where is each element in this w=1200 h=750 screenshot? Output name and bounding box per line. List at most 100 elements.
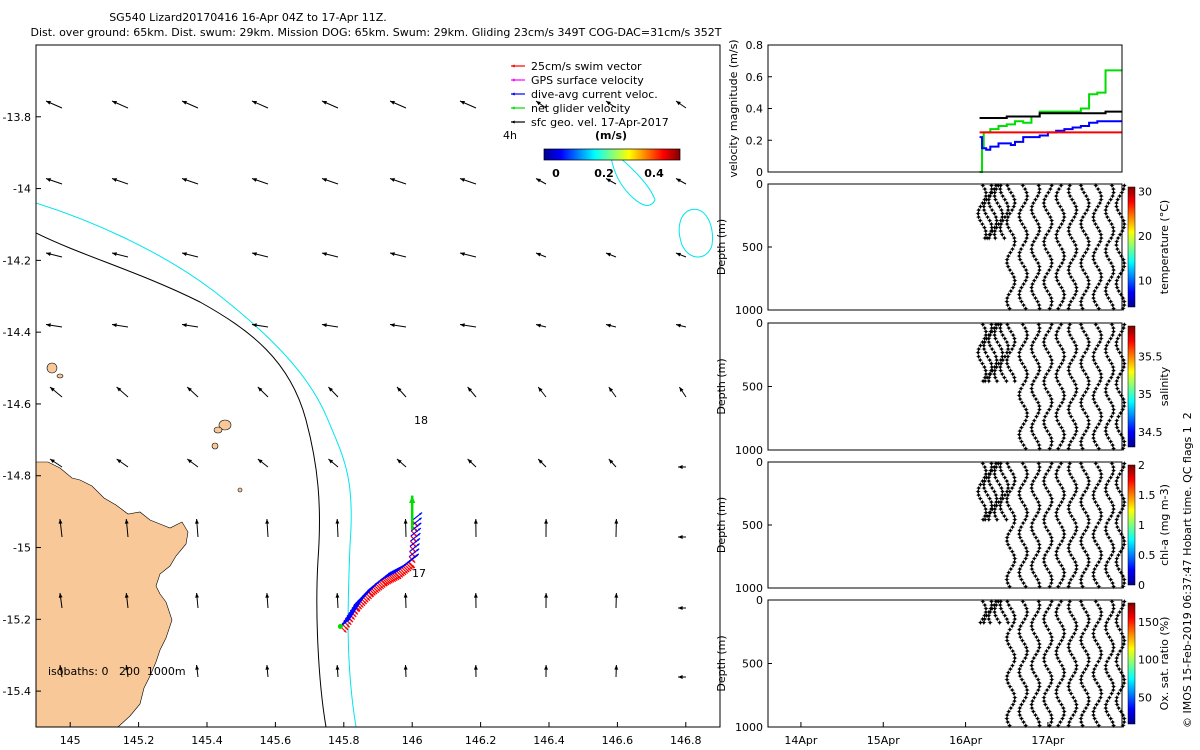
data-point: ✦ <box>1058 498 1065 507</box>
data-point: ✦ <box>1109 470 1116 479</box>
data-point: ✦ <box>1097 547 1104 556</box>
data-point: ✦ <box>1053 551 1060 560</box>
data-point: ✦ <box>1071 391 1078 400</box>
data-point: ✦ <box>1091 388 1098 397</box>
data-point: ✦ <box>977 356 984 365</box>
data-point: ✦ <box>1033 672 1040 681</box>
data-point: ✦ <box>1057 540 1064 549</box>
data-point: ✦ <box>1106 255 1113 264</box>
data-point: ✦ <box>1035 547 1042 556</box>
data-point: ✦ <box>993 463 1000 472</box>
data-point: ✦ <box>993 495 1000 504</box>
current-arrow <box>409 537 421 547</box>
data-point: ✦ <box>1059 345 1066 354</box>
current-arrow-head <box>417 528 421 531</box>
data-point: ✦ <box>1097 269 1104 278</box>
data-point: ✦ <box>1098 509 1105 518</box>
data-point: ✦ <box>1011 234 1018 243</box>
data-point: ✦ <box>1120 356 1127 365</box>
data-point: ✦ <box>1005 629 1012 638</box>
data-point: ✦ <box>1093 523 1100 532</box>
data-point: ✦ <box>994 199 1001 208</box>
data-point: ✦ <box>1108 220 1115 229</box>
data-point: ✦ <box>1007 505 1014 514</box>
data-point: ✦ <box>987 231 994 240</box>
data-point: ✦ <box>1004 199 1011 208</box>
data-point: ✦ <box>1044 547 1051 556</box>
map-xtick-label: 145.8 <box>328 734 360 747</box>
data-point: ✦ <box>1022 654 1029 663</box>
data-point: ✦ <box>999 491 1006 500</box>
data-point: ✦ <box>975 352 982 361</box>
data-point: ✦ <box>1103 209 1110 218</box>
data-point: ✦ <box>1059 661 1066 670</box>
geo-arrow-head <box>195 665 200 670</box>
geo-arrow <box>328 386 339 398</box>
data-point: ✦ <box>1057 262 1064 271</box>
data-point: ✦ <box>1069 495 1076 504</box>
data-point: ✦ <box>1110 679 1117 688</box>
data-point: ✦ <box>1036 402 1043 411</box>
data-point: ✦ <box>1019 480 1026 489</box>
velocity-series-1 <box>979 110 1122 120</box>
figure-title-line2: Dist. over ground: 65km. Dist. swum: 29k… <box>31 26 722 39</box>
isobath-1000m-line <box>36 232 327 727</box>
data-point: ✦ <box>1022 583 1029 592</box>
swim-arrow-head <box>409 566 413 570</box>
data-point: ✦ <box>1110 262 1117 271</box>
data-point: ✦ <box>1073 704 1080 713</box>
data-point: ✦ <box>1021 363 1028 372</box>
data-point: ✦ <box>1071 615 1078 624</box>
data-point: ✦ <box>1114 345 1121 354</box>
data-point: ✦ <box>1078 217 1085 226</box>
data-point: ✦ <box>1012 516 1019 525</box>
map-ytick-label: -15.2 <box>3 613 31 626</box>
data-point: ✦ <box>1005 708 1012 717</box>
data-point: ✦ <box>1079 294 1086 303</box>
data-point: ✦ <box>1008 327 1015 336</box>
geo-arrow-head <box>124 519 129 524</box>
data-point: ✦ <box>1097 693 1104 702</box>
data-point: ✦ <box>1091 209 1098 218</box>
data-point: ✦ <box>1024 547 1031 556</box>
data-point: ✦ <box>997 320 1004 329</box>
data-point: ✦ <box>1023 188 1030 197</box>
data-point: ✦ <box>1073 661 1080 670</box>
geo-arrow-head <box>46 178 51 182</box>
swim-arrow <box>392 573 400 581</box>
data-point: ✦ <box>1049 676 1056 685</box>
data-point: ✦ <box>1067 359 1074 368</box>
data-point: ✦ <box>1059 399 1066 408</box>
geo-arrow-head <box>390 323 395 328</box>
data-point: ✦ <box>983 608 990 617</box>
data-point: ✦ <box>1067 399 1074 408</box>
data-point: ✦ <box>1105 199 1112 208</box>
geo-arrow-head <box>606 101 611 106</box>
data-point: ✦ <box>1066 320 1073 329</box>
data-point: ✦ <box>1048 633 1055 642</box>
data-point: ✦ <box>984 512 991 521</box>
data-point: ✦ <box>1053 651 1060 660</box>
data-point: ✦ <box>1035 537 1042 546</box>
data-point: ✦ <box>1085 377 1092 386</box>
data-point: ✦ <box>1056 463 1063 472</box>
data-point: ✦ <box>1066 181 1073 190</box>
data-point: ✦ <box>1114 245 1121 254</box>
data-point: ✦ <box>1049 259 1056 268</box>
data-point: ✦ <box>1096 366 1103 375</box>
data-point: ✦ <box>1070 416 1077 425</box>
geo-arrow-head <box>614 593 619 598</box>
legend-label-3: net glider velocity <box>531 102 631 115</box>
data-point: ✦ <box>1019 498 1026 507</box>
data-point: ✦ <box>1090 711 1097 720</box>
data-point: ✦ <box>1120 324 1127 333</box>
geo-arrow <box>389 252 407 258</box>
geo-arrow-head <box>403 665 408 670</box>
data-point: ✦ <box>1020 597 1027 606</box>
data-point: ✦ <box>1006 601 1013 610</box>
data-point: ✦ <box>1073 245 1080 254</box>
data-point: ✦ <box>1004 498 1011 507</box>
swim-arrow <box>402 565 410 573</box>
geo-arrow-head <box>116 459 122 464</box>
data-point: ✦ <box>1104 629 1111 638</box>
